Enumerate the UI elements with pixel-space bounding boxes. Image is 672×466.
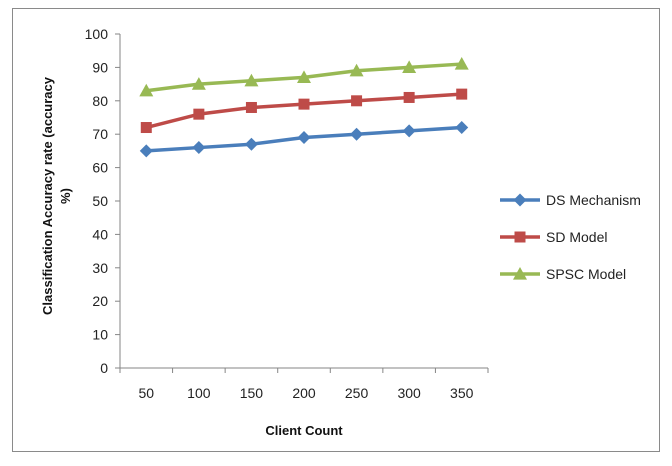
y-tick-label: 30	[92, 260, 108, 276]
x-tick-label: 100	[187, 385, 211, 401]
x-axis-title: Client Count	[265, 423, 343, 438]
series-ds-mechanism	[139, 121, 469, 158]
data-point	[455, 121, 469, 135]
data-point	[402, 60, 417, 73]
x-tick-label: 300	[397, 385, 421, 401]
x-tick-label: 200	[292, 385, 316, 401]
data-point	[245, 101, 257, 113]
legend-marker	[513, 193, 527, 207]
chart-axes: 0 10 20 30 40 50 60 70 80 90 100 50 100 150 200 250 300 3…	[85, 26, 489, 401]
legend-label: DS Mechanism	[546, 192, 641, 208]
data-point	[454, 57, 469, 70]
x-tick-label: 50	[138, 385, 154, 401]
y-tick-label: 0	[100, 360, 108, 376]
y-tick-label: 100	[85, 26, 109, 42]
y-axis-title-line-1: Classification Accuracy rate (accuracy	[40, 76, 55, 315]
data-point	[298, 98, 310, 110]
data-point	[350, 127, 364, 141]
data-point	[351, 95, 363, 107]
y-tick-label: 50	[92, 193, 108, 209]
series-layer	[139, 57, 469, 158]
legend-marker	[514, 231, 526, 243]
data-point	[139, 144, 153, 158]
y-tick-label: 20	[92, 293, 108, 309]
data-point	[297, 131, 311, 145]
legend-marker	[513, 267, 527, 280]
legend-label: SPSC Model	[546, 266, 626, 282]
y-tick-label: 70	[92, 126, 108, 142]
data-point	[193, 108, 205, 120]
legend-item: DS Mechanism	[500, 192, 641, 208]
x-tick-label: 350	[450, 385, 474, 401]
y-tick-label: 40	[92, 226, 108, 242]
y-tick-label: 80	[92, 93, 108, 109]
x-tick-label: 150	[240, 385, 264, 401]
data-point	[244, 73, 259, 87]
data-point	[402, 124, 416, 138]
legend-item: SPSC Model	[500, 266, 626, 282]
data-point	[191, 77, 206, 90]
legend-item: SD Model	[500, 229, 607, 245]
data-point	[140, 122, 152, 134]
data-point	[244, 137, 258, 151]
series-sd-model	[140, 88, 468, 134]
data-point	[297, 70, 311, 84]
data-point	[139, 83, 154, 97]
y-axis-title: Classification Accuracy rate (accuracy %…	[40, 76, 73, 315]
x-tick-label: 250	[345, 385, 369, 401]
data-point	[403, 91, 415, 103]
data-point	[456, 88, 468, 100]
chart-legend: DS Mechanism SD Model SPSC Model	[500, 192, 641, 282]
series-spsc-model	[139, 57, 469, 97]
y-tick-label: 90	[92, 59, 108, 75]
y-tick-label: 60	[92, 160, 108, 176]
y-tick-label: 10	[92, 327, 108, 343]
legend-label: SD Model	[546, 229, 607, 245]
data-point	[192, 141, 206, 155]
y-axis-title-line-2: %)	[58, 188, 73, 204]
data-point	[349, 63, 364, 77]
